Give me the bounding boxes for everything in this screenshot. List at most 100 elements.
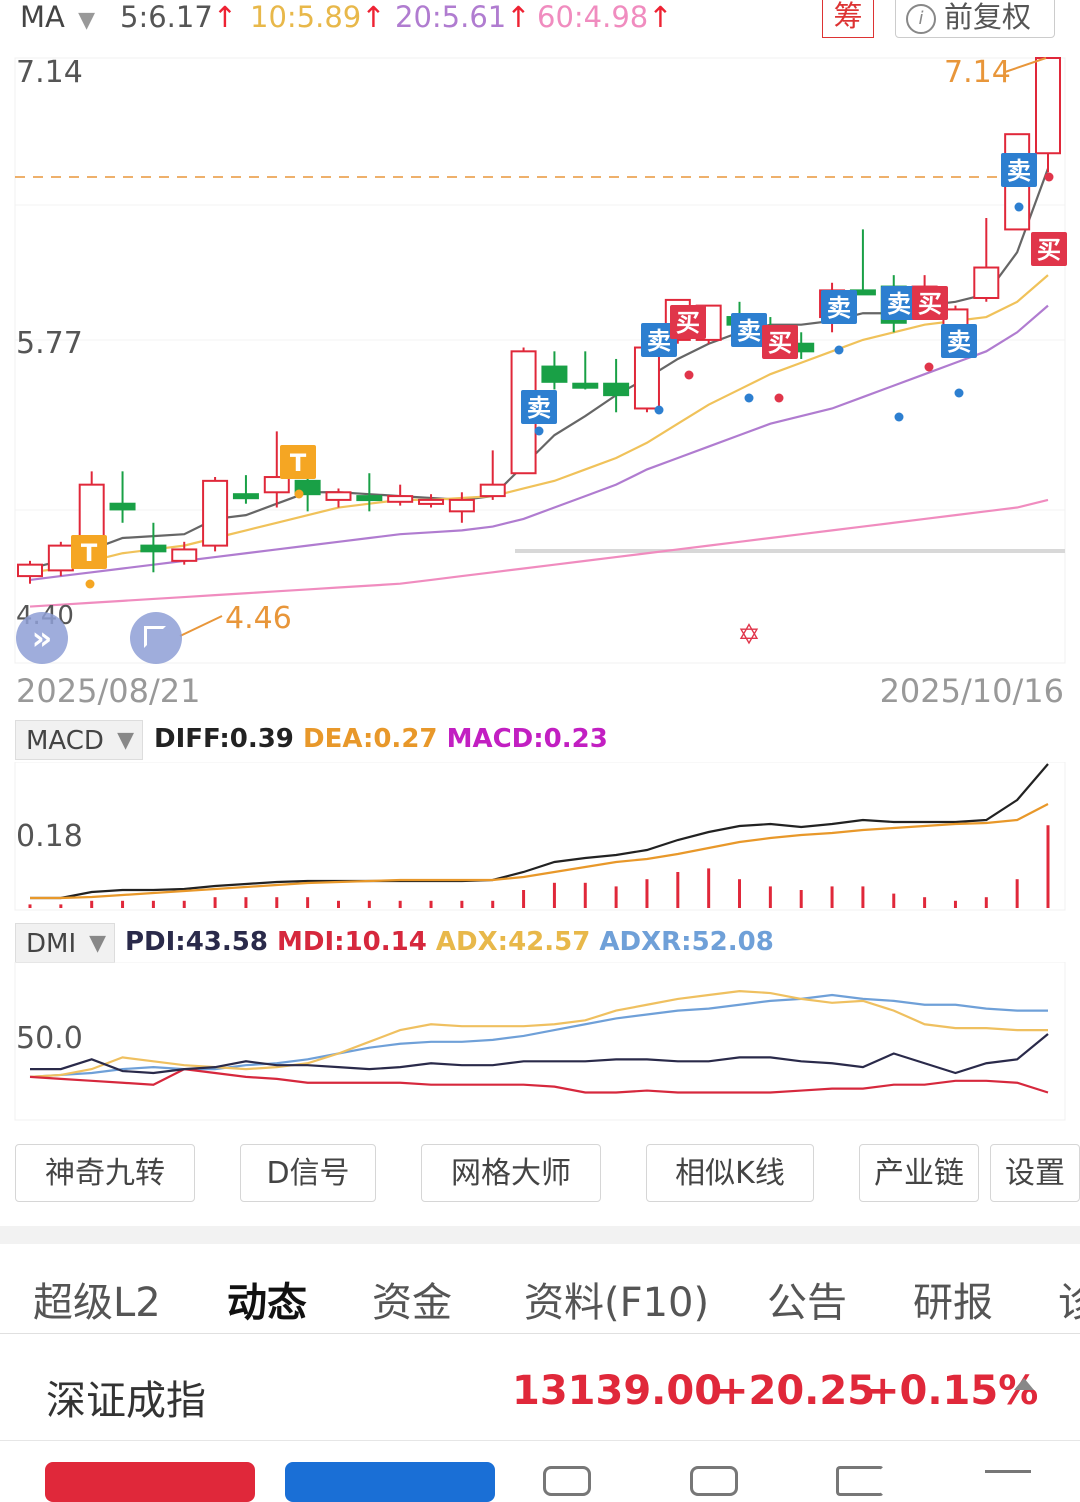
- candle-body: [572, 382, 599, 389]
- tool-button-settings[interactable]: 设置: [990, 1144, 1080, 1202]
- dmi-values: PDI:43.58 MDI:10.14 ADX:42.57 ADXR:52.08: [125, 927, 774, 957]
- tab-funds[interactable]: 资金: [372, 1280, 452, 1326]
- macd-values: DIFF:0.39 DEA:0.27 MACD:0.23: [154, 724, 608, 754]
- candle-body: [17, 563, 43, 578]
- tab-super-l2[interactable]: 超级L2: [33, 1280, 161, 1326]
- candle-body: [418, 498, 445, 505]
- adx-line: [29, 989, 1048, 1078]
- signal-dot: [954, 388, 964, 398]
- candle-body: [78, 483, 105, 543]
- sell-signal-bg: [821, 290, 857, 324]
- chevron-up-icon[interactable]: [1014, 1378, 1034, 1390]
- index-change: +20.25: [715, 1368, 876, 1414]
- candle-body: [1035, 57, 1061, 155]
- tab-profile-f10[interactable]: 资料(F10): [524, 1280, 710, 1326]
- ma-selector[interactable]: MA ▼: [20, 0, 95, 38]
- macd-selector[interactable]: MACD ▼: [15, 720, 143, 760]
- sell-signal-bg: [941, 324, 977, 358]
- info-icon: i: [906, 4, 936, 34]
- sell-signal-bg: [1001, 153, 1037, 187]
- signal-dot: [1014, 202, 1024, 212]
- price-axis-mid: 5.77: [16, 326, 83, 361]
- dmi-axis-label: 50.0: [16, 1021, 83, 1056]
- macd-chart: 0.18: [14, 762, 1066, 911]
- high-marker-leader: [1004, 57, 1047, 73]
- buy-button[interactable]: [45, 1462, 255, 1502]
- tool-button-grid-master[interactable]: 网格大师: [421, 1144, 601, 1202]
- more-icon[interactable]: [985, 1470, 1031, 1473]
- chevron-down-icon: ▼: [117, 728, 134, 753]
- macd-frame: [14, 762, 1066, 911]
- tool-button-similar-k[interactable]: 相似K线: [646, 1144, 814, 1202]
- double-chevron-right-icon: »: [31, 619, 53, 657]
- signal-dot: [534, 426, 544, 436]
- ma60-value: 60:4.98↑: [537, 0, 673, 34]
- low-price-marker: 4.46: [225, 601, 292, 636]
- ma60-line: [29, 498, 1049, 608]
- share-icon[interactable]: [836, 1466, 884, 1496]
- signal-dot: [684, 370, 694, 380]
- star-icon: ✡: [737, 618, 760, 651]
- tool-button-nine-turn[interactable]: 神奇九转: [15, 1144, 195, 1202]
- sell-signal: 卖: [947, 328, 971, 356]
- t-signal-bg: [71, 535, 107, 569]
- candle-body: [387, 495, 414, 503]
- high-price-marker: 7.14: [944, 55, 1011, 90]
- candle-body: [973, 266, 1000, 299]
- candle-body: [202, 479, 229, 547]
- sell-signal: 卖: [827, 294, 851, 322]
- sell-signal: 卖: [887, 290, 911, 318]
- date-end: 2025/10/16: [879, 672, 1064, 710]
- dmi-selector[interactable]: DMI ▼: [15, 923, 115, 963]
- candle-body: [232, 493, 259, 500]
- chevron-down-icon: ▼: [78, 8, 95, 33]
- mdi-line: [29, 1067, 1049, 1094]
- tab-diagnosis[interactable]: 诊: [1058, 1280, 1080, 1326]
- candle-body: [325, 491, 352, 501]
- tab-research[interactable]: 研报: [913, 1280, 993, 1326]
- candle-body: [47, 544, 74, 572]
- buy-signal: 买: [768, 329, 792, 357]
- signal-dot: [744, 393, 754, 403]
- alert-icon[interactable]: [690, 1466, 738, 1496]
- signal-dot: [85, 579, 95, 589]
- tool-button-d-signal[interactable]: D信号: [240, 1144, 376, 1202]
- candle-body: [448, 498, 475, 513]
- index-row-bottom-border: [0, 1440, 1080, 1441]
- signal-dot: [654, 405, 664, 415]
- sell-signal: 卖: [647, 327, 671, 355]
- t-signal-bg: [280, 445, 316, 479]
- fullscreen-button[interactable]: [130, 612, 182, 664]
- macd-axis-label: 0.18: [16, 819, 83, 854]
- candle-body: [479, 483, 506, 498]
- sell-signal-bg: [521, 390, 557, 424]
- tab-dynamics[interactable]: 动态: [227, 1280, 307, 1326]
- tab-announcements[interactable]: 公告: [767, 1280, 847, 1326]
- candle-body: [171, 548, 198, 562]
- adjust-mode-button[interactable]: i 前复权: [895, 0, 1055, 38]
- sell-signal-bg: [881, 286, 917, 320]
- signal-dot: [834, 345, 844, 355]
- sell-signal: 卖: [527, 394, 551, 422]
- tool-button-industry-chain[interactable]: 产业链: [859, 1144, 979, 1202]
- t-signal: T: [290, 449, 307, 477]
- message-icon[interactable]: [543, 1466, 591, 1496]
- chip-distribution-button[interactable]: 筹: [822, 0, 874, 38]
- t-signal: T: [81, 539, 98, 567]
- pdi-line: [30, 1033, 1049, 1075]
- buy-signal-bg: [670, 305, 706, 339]
- price-axis-top: 7.14: [16, 55, 83, 90]
- ma20-line: [29, 304, 1049, 581]
- low-marker-leader: [179, 615, 223, 637]
- ma10-line: [29, 274, 1049, 574]
- signal-dot: [774, 393, 784, 403]
- date-start: 2025/08/21: [16, 672, 201, 710]
- sell-signal-bg: [641, 323, 677, 357]
- expand-left-button[interactable]: »: [16, 612, 68, 664]
- index-ticker-row[interactable]: 深证成指 13139.00 +20.25 +0.15%: [0, 1334, 1080, 1440]
- candle-body: [603, 382, 630, 397]
- ma-indicator-bar: MA ▼ 5:6.17↑ 10:5.89↑ 20:5.61↑ 60:4.98↑ …: [0, 0, 1080, 40]
- sell-button[interactable]: [285, 1462, 495, 1502]
- buy-signal: 买: [676, 309, 700, 337]
